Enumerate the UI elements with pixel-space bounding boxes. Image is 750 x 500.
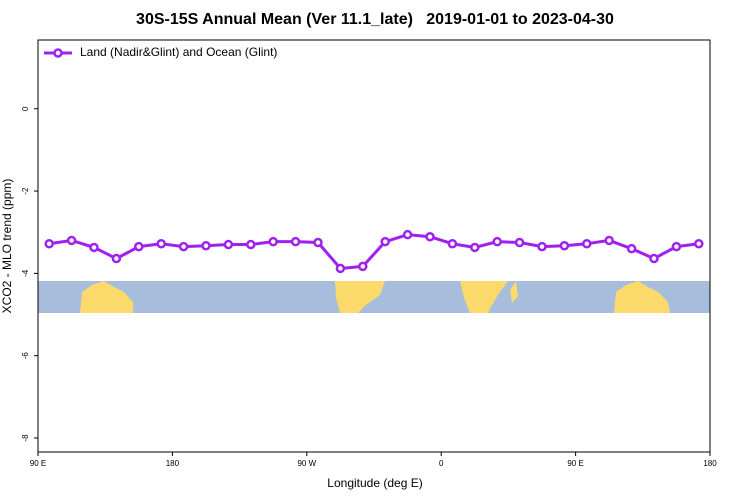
y-tick-label: 0	[21, 106, 30, 111]
y-tick-label: -6	[21, 352, 30, 360]
data-point	[514, 237, 525, 248]
y-tick-label: -2	[21, 187, 30, 195]
data-point	[246, 239, 256, 250]
data-point	[89, 242, 99, 253]
data-point	[649, 253, 659, 264]
data-point	[559, 241, 570, 251]
data-point	[604, 235, 614, 246]
x-tick-label: 180	[166, 459, 180, 468]
data-point	[470, 242, 480, 253]
x-tick-label: 90 E	[30, 459, 46, 468]
data-point	[111, 253, 122, 264]
data-point	[178, 241, 189, 252]
legend-label: Land (Nadir&Glint) and Ocean (Glint)	[80, 45, 277, 59]
data-point	[335, 263, 346, 274]
data-point	[671, 241, 682, 252]
map-strip	[38, 281, 710, 313]
data-point	[492, 236, 502, 247]
data-point	[358, 261, 368, 272]
y-axis-label: XCO2 - MLO trend (ppm)	[0, 179, 14, 314]
data-point	[223, 239, 234, 250]
data-point	[201, 241, 211, 251]
data-point	[44, 238, 54, 249]
data-point	[626, 243, 637, 254]
data-point	[402, 229, 413, 240]
data-point	[290, 236, 301, 247]
x-axis-label: Longitude (deg E)	[327, 476, 422, 490]
data-point	[447, 238, 458, 249]
data-point	[582, 238, 592, 249]
data-line	[48, 233, 699, 270]
data-point	[694, 238, 704, 249]
y-tick-label: -8	[21, 434, 30, 442]
y-tick-label: -4	[21, 269, 30, 277]
chart-title: 30S-15S Annual Mean (Ver 11.1_late) 2019…	[136, 11, 614, 28]
x-tick-label: 180	[703, 459, 717, 468]
data-point	[380, 236, 390, 247]
data-point	[134, 241, 144, 252]
plot-frame	[37, 39, 711, 453]
x-tick-label: 0	[439, 459, 444, 468]
data-point	[268, 236, 278, 247]
x-tick-label: 90 W	[297, 459, 316, 468]
legend-marker	[53, 48, 63, 58]
data-point	[537, 241, 547, 252]
x-tick-label: 90 E	[567, 459, 583, 468]
data-point	[313, 237, 323, 248]
data-point	[66, 235, 77, 246]
data-point	[425, 231, 435, 242]
data-point	[156, 238, 166, 249]
